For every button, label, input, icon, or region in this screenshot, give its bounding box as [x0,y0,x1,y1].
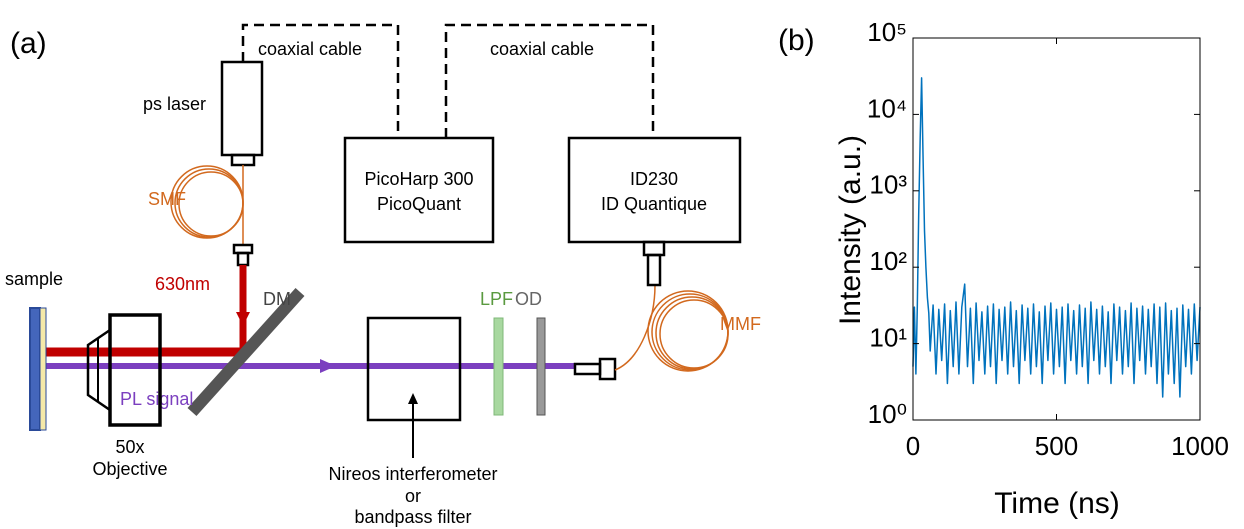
smf-label: SMF [148,189,186,209]
laser-label: ps laser [143,94,206,114]
y-tick-label: 10³ [869,170,907,200]
objective [86,313,162,427]
objective-label: 50x [115,437,144,457]
connector [236,251,250,267]
y-tick-label: 10¹ [869,322,907,352]
arrow [320,359,336,373]
mmf-coil [614,284,729,372]
panel-label: (a) [10,27,47,60]
connector [230,153,256,167]
cable-label: coaxial cable [490,39,594,59]
objective-label: Objective [92,459,167,479]
device-label: PicoQuant [377,194,461,214]
cable-label: coaxial cable [258,39,362,59]
connector [646,253,662,287]
interferometer-label: bandpass filter [354,507,471,527]
dm-label: DM [263,289,291,309]
device-label: ID230 [630,169,678,189]
y-tick-label: 10⁴ [867,93,907,123]
y-axis-label: Intensity (a.u.) [834,135,867,325]
connector [573,362,602,376]
y-tick-label: 10⁰ [868,399,907,429]
cable [444,23,655,138]
lpf-label: LPF [480,289,513,309]
picoharp [343,136,495,244]
pl-label: PL signal [120,389,193,409]
cable [241,23,400,138]
wavelength-label: 630nm [155,274,210,294]
setup-diagram: (a) coaxial cable coaxial cable ps laser… [5,23,761,527]
smf-coil [170,165,244,245]
sample [29,307,41,431]
interferometer-label: Nireos interferometer [328,464,497,484]
connector [598,357,617,381]
lpf [493,317,504,416]
dichroic-mirror [187,287,305,417]
x-axis-label: Time (ns) [994,487,1120,520]
x-tick-label: 0 [906,431,920,461]
od-label: OD [515,289,542,309]
mmf-label: MMF [720,314,761,334]
decay-line [912,77,1201,398]
laser [220,60,264,157]
device-label: PicoHarp 300 [364,169,473,189]
x-tick-label: 500 [1035,431,1078,461]
x-tick-label: 1000 [1171,431,1229,461]
arrow [236,312,250,326]
decay-chart: (b) Time (ns) Intensity (a.u.) 10⁰ 10¹ 10²… [778,17,1229,520]
interferometer-label: or [405,486,421,506]
panel-label: (b) [778,24,815,57]
arrow [408,393,418,404]
sample-label: sample [5,269,63,289]
connector [642,240,666,257]
sample [39,307,47,431]
y-tick-label: 10² [869,246,907,276]
device-label: ID Quantique [601,194,707,214]
y-tick-label: 10⁵ [867,17,907,47]
od [536,317,546,416]
id230 [567,136,742,244]
